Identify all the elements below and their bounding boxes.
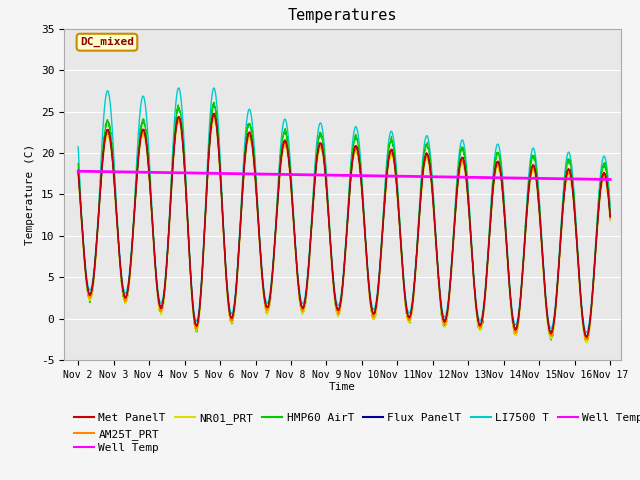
Well Temp <box>166 170 174 176</box>
Well Temp <box>74 168 82 174</box>
NR01_PRT <box>166 205 174 211</box>
Text: DC_mixed: DC_mixed <box>80 37 134 48</box>
LI7500 T <box>74 144 82 150</box>
Flux PanelT <box>301 296 309 301</box>
LI7500 T <box>606 204 614 209</box>
Met PanelT <box>606 214 614 219</box>
Well Temp <box>301 172 309 178</box>
LI7500 T <box>582 330 590 336</box>
Flux PanelT <box>596 191 604 196</box>
HMP60 AirT <box>210 99 218 105</box>
LI7500 T <box>301 291 309 297</box>
Met PanelT <box>74 168 82 173</box>
AM25T_PRT <box>582 336 590 342</box>
Flux PanelT <box>135 150 143 156</box>
AM25T_PRT <box>74 169 82 175</box>
Well Temp <box>596 177 604 182</box>
AM25T_PRT <box>606 216 614 222</box>
NR01_PRT <box>74 171 82 177</box>
NR01_PRT <box>539 259 547 265</box>
LI7500 T <box>175 85 182 91</box>
Met PanelT <box>301 296 309 301</box>
Line: Well Temp: Well Temp <box>78 171 610 180</box>
AM25T_PRT <box>278 147 286 153</box>
Flux PanelT <box>166 201 174 207</box>
NR01_PRT <box>301 300 309 306</box>
Legend: Well Temp: Well Temp <box>70 438 164 457</box>
HMP60 AirT <box>74 161 82 167</box>
Line: Flux PanelT: Flux PanelT <box>78 114 610 336</box>
HMP60 AirT <box>606 208 614 214</box>
Met PanelT <box>278 147 286 153</box>
Met PanelT <box>596 190 604 196</box>
Met PanelT <box>135 150 143 156</box>
Well Temp <box>538 176 546 181</box>
NR01_PRT <box>606 218 614 224</box>
Flux PanelT <box>582 334 590 339</box>
HMP60 AirT <box>166 196 174 202</box>
NR01_PRT <box>135 156 143 161</box>
AM25T_PRT <box>539 257 547 263</box>
HMP60 AirT <box>135 142 143 148</box>
LI7500 T <box>278 126 286 132</box>
Line: HMP60 AirT: HMP60 AirT <box>78 102 610 342</box>
Line: LI7500 T: LI7500 T <box>78 88 610 333</box>
Flux PanelT <box>278 146 286 152</box>
Well Temp <box>135 169 143 175</box>
LI7500 T <box>135 124 143 130</box>
Well Temp <box>278 171 286 177</box>
Y-axis label: Temperature (C): Temperature (C) <box>25 144 35 245</box>
LI7500 T <box>539 250 547 255</box>
LI7500 T <box>596 177 604 182</box>
Title: Temperatures: Temperatures <box>287 9 397 24</box>
AM25T_PRT <box>301 297 309 302</box>
HMP60 AirT <box>582 339 590 345</box>
Flux PanelT <box>539 254 547 260</box>
Line: Met PanelT: Met PanelT <box>78 113 610 337</box>
Met PanelT <box>539 254 547 260</box>
X-axis label: Time: Time <box>329 383 356 393</box>
HMP60 AirT <box>596 182 604 188</box>
AM25T_PRT <box>135 152 143 158</box>
Met PanelT <box>166 202 174 207</box>
NR01_PRT <box>211 115 218 121</box>
LI7500 T <box>166 194 174 200</box>
Flux PanelT <box>210 111 218 117</box>
HMP60 AirT <box>539 252 547 258</box>
Well Temp <box>606 177 614 182</box>
HMP60 AirT <box>301 302 309 308</box>
AM25T_PRT <box>166 204 174 209</box>
NR01_PRT <box>278 152 286 157</box>
HMP60 AirT <box>278 137 286 143</box>
AM25T_PRT <box>209 113 217 119</box>
Flux PanelT <box>606 214 614 219</box>
AM25T_PRT <box>596 193 604 199</box>
Met PanelT <box>211 110 218 116</box>
Met PanelT <box>583 335 591 340</box>
Line: AM25T_PRT: AM25T_PRT <box>78 116 610 339</box>
Line: NR01_PRT: NR01_PRT <box>78 118 610 343</box>
Flux PanelT <box>74 168 82 174</box>
NR01_PRT <box>596 196 604 202</box>
NR01_PRT <box>584 340 591 346</box>
